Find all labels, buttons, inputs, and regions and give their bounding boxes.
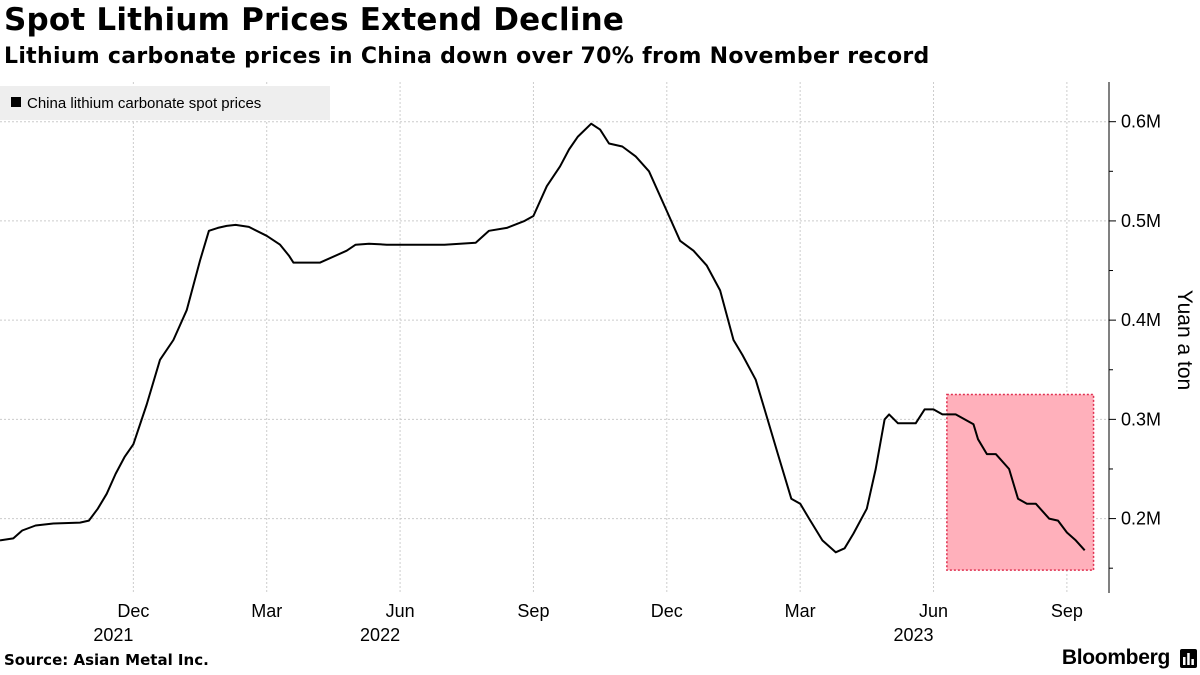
source-note: Source: Asian Metal Inc. [4,651,209,669]
x-tick-label: Mar [251,601,282,621]
y-axis-title: Yuan a ton [1173,290,1196,390]
x-tick-label: Dec [117,601,149,621]
y-tick-label: 0.4M [1121,310,1161,330]
y-tick-label: 0.3M [1121,409,1161,429]
legend-label: China lithium carbonate spot prices [27,95,261,112]
x-tick-label: Jun [386,601,415,621]
legend-swatch [11,97,21,107]
y-tick-label: 0.6M [1121,112,1161,132]
x-tick-label: Sep [517,601,549,621]
x-tick-label: Mar [785,601,816,621]
series-line-spot-price [0,122,1086,554]
x-tick-label: Sep [1051,601,1083,621]
bloomberg-logo: Bloomberg [1061,646,1170,669]
x-year-label: 2022 [360,625,400,645]
bloomberg-mark-icon [1180,649,1197,668]
x-tick-label: Dec [651,601,683,621]
x-tick-label: Jun [919,601,948,621]
chart-subtitle: Lithium carbonate prices in China down o… [4,44,930,69]
x-year-label: 2023 [893,625,933,645]
legend-box [0,86,330,120]
y-tick-label: 0.5M [1121,211,1161,231]
y-tick-label: 0.2M [1121,509,1161,529]
chart-title: Spot Lithium Prices Extend Decline [4,2,625,38]
x-year-label: 2021 [93,625,133,645]
